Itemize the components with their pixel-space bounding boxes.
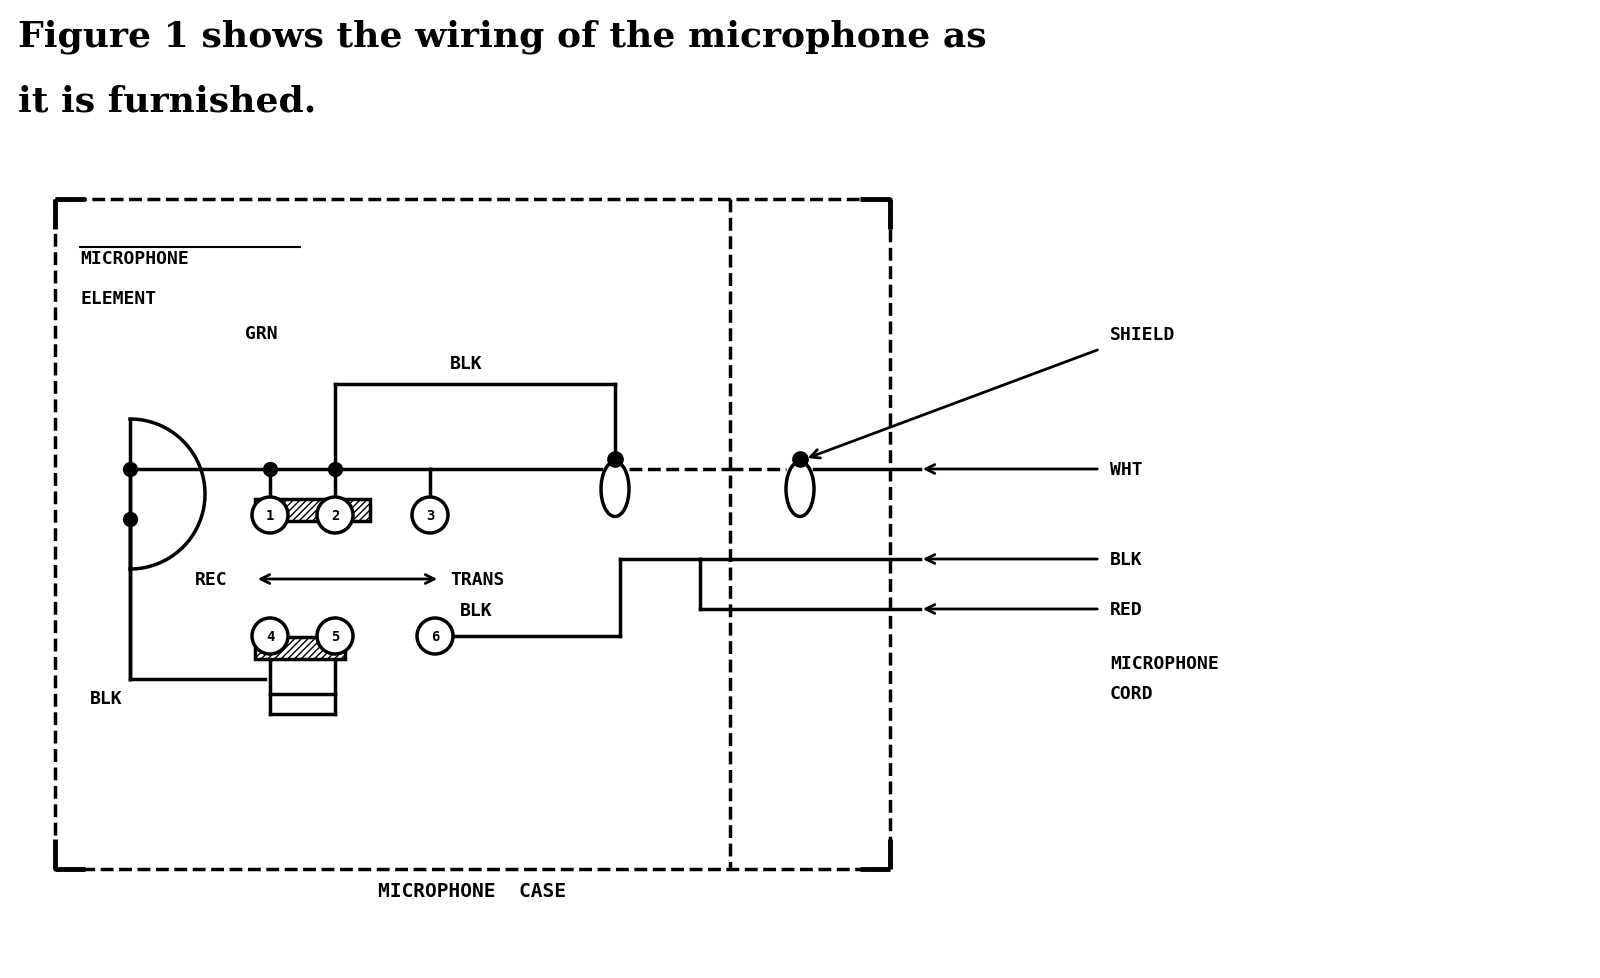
Text: WHT: WHT [1110, 461, 1142, 478]
Text: 4: 4 [266, 630, 274, 644]
Text: RED: RED [1110, 600, 1142, 618]
Circle shape [317, 618, 354, 654]
Text: 1: 1 [266, 509, 274, 522]
Bar [254, 500, 370, 521]
Circle shape [253, 498, 288, 533]
Circle shape [418, 618, 453, 654]
Bar [254, 638, 346, 659]
Text: BLK: BLK [461, 601, 493, 619]
Text: it is furnished.: it is furnished. [18, 85, 317, 119]
Text: REC: REC [195, 570, 227, 589]
Text: 6: 6 [430, 630, 438, 644]
Circle shape [413, 498, 448, 533]
Circle shape [253, 618, 288, 654]
Text: 2: 2 [331, 509, 339, 522]
Circle shape [317, 498, 354, 533]
Text: 3: 3 [426, 509, 434, 522]
Text: MICROPHONE: MICROPHONE [1110, 654, 1219, 672]
Text: CORD: CORD [1110, 685, 1154, 702]
Text: SHIELD: SHIELD [1110, 326, 1176, 343]
Text: 5: 5 [331, 630, 339, 644]
Text: BLK: BLK [90, 689, 123, 707]
Text: BLK: BLK [1110, 551, 1142, 568]
Text: BLK: BLK [450, 355, 483, 373]
Text: GRN: GRN [245, 325, 278, 342]
Text: MICROPHONE: MICROPHONE [80, 249, 189, 268]
Text: MICROPHONE  CASE: MICROPHONE CASE [379, 881, 566, 900]
Text: Figure 1 shows the wiring of the microphone as: Figure 1 shows the wiring of the microph… [18, 20, 987, 55]
Text: ELEMENT: ELEMENT [80, 289, 157, 308]
Text: TRANS: TRANS [450, 570, 504, 589]
